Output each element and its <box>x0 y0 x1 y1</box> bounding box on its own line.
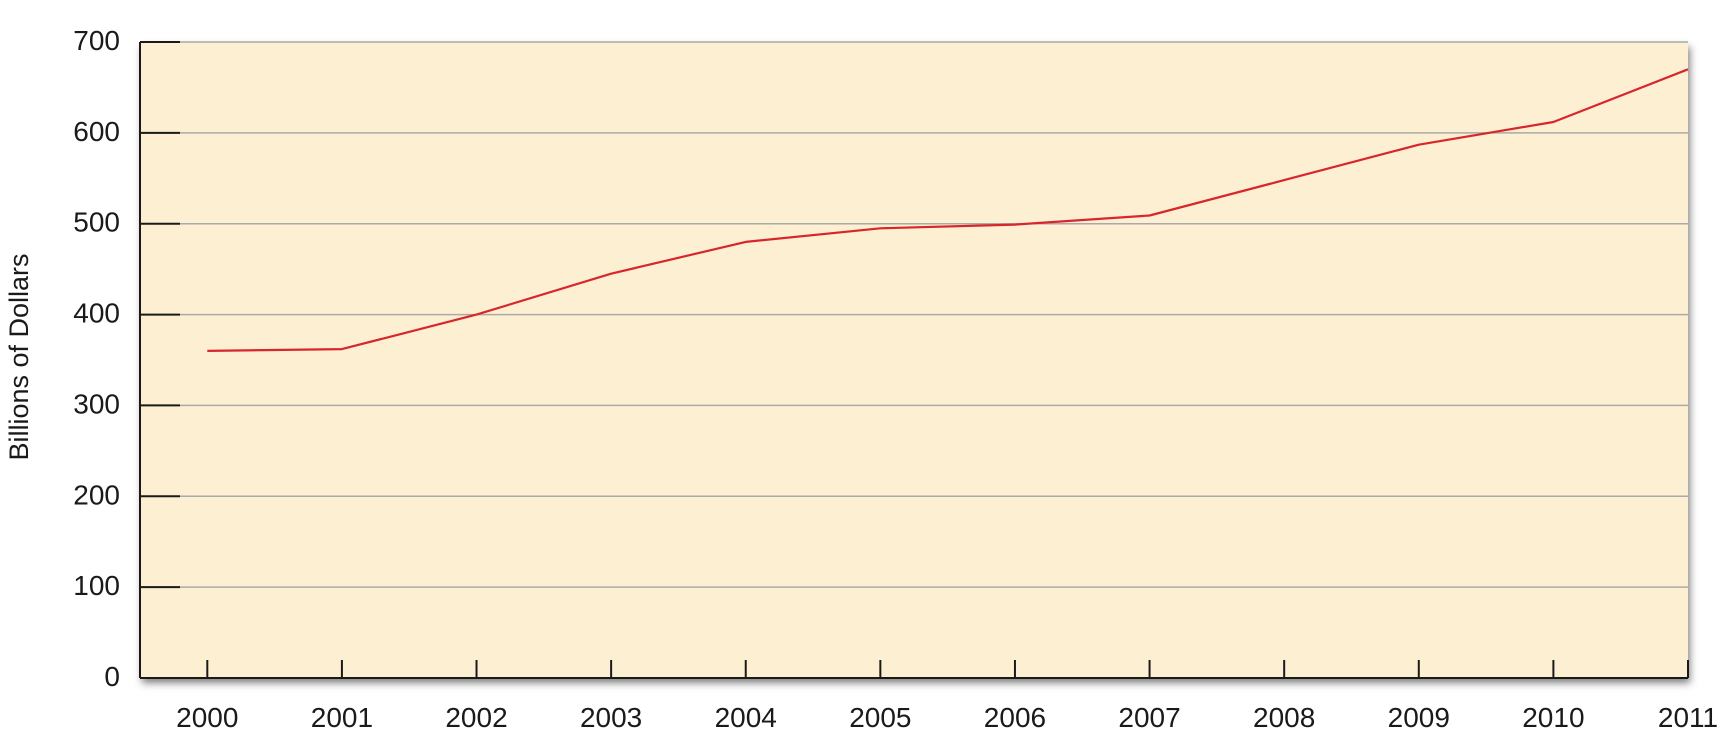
x-tick-label: 2001 <box>311 702 373 733</box>
plot-area <box>140 42 1688 678</box>
series-line <box>207 68 1689 352</box>
y-tick-label: 300 <box>73 388 120 419</box>
y-tick-label: 700 <box>73 25 120 56</box>
x-tick-label: 2007 <box>1118 702 1180 733</box>
y-tick-label: 400 <box>73 298 120 329</box>
x-tick-labels: 2000 2001 2002 2003 2004 2005 2006 2007 2008 2009… <box>176 702 1718 733</box>
axis-ticks <box>139 41 1689 679</box>
x-tick-label: 2005 <box>849 702 911 733</box>
y-tick-label: 0 <box>104 661 120 692</box>
y-axis-title: Billions of Dollars <box>4 253 34 460</box>
gridlines <box>140 41 1688 588</box>
x-tick-label: 2000 <box>176 702 238 733</box>
x-tick-label: 2009 <box>1388 702 1450 733</box>
y-tick-label: 200 <box>73 479 120 510</box>
y-tick-label: 100 <box>73 570 120 601</box>
x-tick-label: 2011 <box>1658 702 1718 733</box>
x-tick-label: 2004 <box>715 702 777 733</box>
y-tick-label: 600 <box>73 116 120 147</box>
x-tick-label: 2008 <box>1253 702 1315 733</box>
x-tick-label: 2002 <box>445 702 507 733</box>
x-tick-label: 2006 <box>984 702 1046 733</box>
y-tick-label: 500 <box>73 207 120 238</box>
y-tick-labels: 0 100 200 300 400 500 600 700 <box>73 25 120 692</box>
x-tick-label: 2003 <box>580 702 642 733</box>
x-tick-label: 2010 <box>1522 702 1584 733</box>
